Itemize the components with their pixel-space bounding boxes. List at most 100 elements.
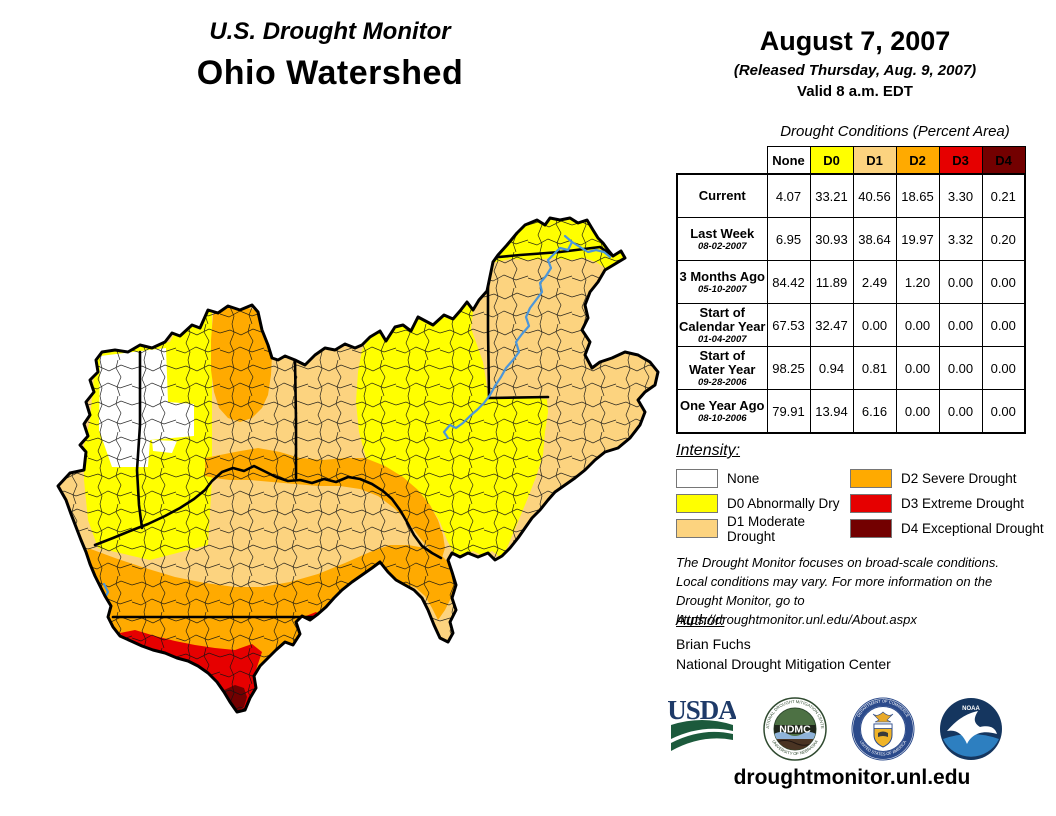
column-header-d0: D0 bbox=[809, 146, 854, 175]
row-label: Current bbox=[676, 173, 768, 218]
disclaimer-line: Drought Monitor, go to https://droughtmo… bbox=[676, 593, 917, 627]
author-heading: Author: bbox=[676, 612, 725, 629]
released-date: (Released Thursday, Aug. 9, 2007) bbox=[733, 62, 977, 79]
percent-area-value: 38.64 bbox=[852, 217, 897, 261]
legend-label: None bbox=[727, 471, 760, 486]
percent-area-value: 0.00 bbox=[981, 303, 1026, 347]
date-block: August 7, 2007 (Released Thursday, Aug. … bbox=[700, 26, 1010, 100]
percent-area-value: 30.93 bbox=[809, 217, 854, 261]
row-label: Start of Calendar Year 01-04-2007 bbox=[676, 303, 768, 347]
disclaimer-line: The Drought Monitor focuses on broad-sca… bbox=[676, 555, 1000, 570]
percent-area-value: 0.00 bbox=[938, 260, 983, 304]
legend-label: D0 Abnormally Dry bbox=[727, 496, 840, 511]
disclaimer-line: Local conditions may vary. For more info… bbox=[676, 574, 993, 589]
commerce-seal-logo: DEPARTMENT OF COMMERCE UNITED STATES OF … bbox=[851, 697, 915, 761]
percent-area-value: 67.53 bbox=[766, 303, 811, 347]
percent-area-value: 0.20 bbox=[981, 217, 1026, 261]
author-name: Brian Fuchs bbox=[676, 636, 751, 652]
percent-area-value: 18.65 bbox=[895, 173, 940, 218]
percent-area-value: 19.97 bbox=[895, 217, 940, 261]
legend-item: D2 Severe Drought bbox=[850, 466, 1050, 491]
legend-label: D3 Extreme Drought bbox=[901, 496, 1025, 511]
table-corner-cell bbox=[677, 147, 767, 175]
percent-area-value: 0.94 bbox=[809, 346, 854, 390]
watershed-outline bbox=[56, 216, 660, 714]
percent-area-value: 11.89 bbox=[809, 260, 854, 304]
column-header-d1: D1 bbox=[852, 146, 897, 175]
legend-item: D3 Extreme Drought bbox=[850, 491, 1050, 516]
row-date: 05-10-2007 bbox=[697, 283, 747, 295]
percent-area-value: 79.91 bbox=[766, 389, 811, 434]
usda-logo: USDA bbox=[668, 697, 736, 751]
table-row: Start of Calendar Year 01-04-2007 67.53 32.4… bbox=[676, 303, 1026, 347]
valid-time: Valid 8 a.m. EDT bbox=[797, 83, 913, 100]
title-block: U.S. Drought Monitor Ohio Watershed bbox=[70, 18, 590, 93]
drought-map bbox=[56, 216, 660, 714]
percent-area-value: 0.00 bbox=[938, 303, 983, 347]
percent-area-value: 1.20 bbox=[895, 260, 940, 304]
table-row: Start of Water Year 09-28-2006 98.25 0.94 0.8… bbox=[676, 346, 1026, 390]
monitor-title: U.S. Drought Monitor bbox=[209, 18, 451, 45]
table-row: Current 4.07 33.21 40.56 18.65 3.30 0.21 bbox=[676, 173, 1026, 218]
legend-swatch bbox=[850, 519, 892, 538]
table-caption: Drought Conditions (Percent Area) bbox=[780, 123, 1010, 140]
percent-area-value: 0.00 bbox=[981, 346, 1026, 390]
column-header-d2: D2 bbox=[895, 146, 940, 175]
percent-area-value: 6.16 bbox=[852, 389, 897, 434]
legend-swatch bbox=[676, 494, 718, 513]
page-title: Ohio Watershed bbox=[196, 54, 464, 92]
state-boundaries bbox=[93, 245, 615, 619]
legend-item: None bbox=[676, 466, 850, 491]
county-boundaries bbox=[58, 218, 658, 712]
row-label: One Year Ago 08-10-2006 bbox=[676, 389, 768, 434]
percent-area-value: 2.49 bbox=[852, 260, 897, 304]
legend-swatch bbox=[676, 469, 718, 488]
legend-label: D2 Severe Drought bbox=[901, 471, 1017, 486]
percent-area-value: 0.00 bbox=[981, 260, 1026, 304]
column-header-d3: D3 bbox=[938, 146, 983, 175]
percent-area-value: 0.00 bbox=[938, 389, 983, 434]
percent-area-value: 6.95 bbox=[766, 217, 811, 261]
percent-area-value: 3.32 bbox=[938, 217, 983, 261]
row-date: 08-02-2007 bbox=[697, 240, 747, 252]
legend-item: D0 Abnormally Dry bbox=[676, 491, 850, 516]
percent-area-value: 13.94 bbox=[809, 389, 854, 434]
percent-area-value: 84.42 bbox=[766, 260, 811, 304]
row-label: 3 Months Ago 05-10-2007 bbox=[676, 260, 768, 304]
ndmc-logo: NDMC NATIONAL DROUGHT MITIGATION CENTER … bbox=[763, 697, 827, 761]
legend-swatch bbox=[676, 519, 718, 538]
percent-area-value: 0.00 bbox=[895, 303, 940, 347]
percent-area-value: 0.00 bbox=[938, 346, 983, 390]
percent-area-value: 0.81 bbox=[852, 346, 897, 390]
row-label: Last Week 08-02-2007 bbox=[676, 217, 768, 261]
site-url: droughtmonitor.unl.edu bbox=[733, 766, 971, 789]
row-date: 01-04-2007 bbox=[697, 333, 747, 345]
legend-item: D4 Exceptional Drought bbox=[850, 516, 1050, 541]
intensity-legend: None D0 Abnormally Dry D1 Moderate Drought… bbox=[676, 466, 1050, 544]
column-header-d4: D4 bbox=[981, 146, 1026, 175]
legend-swatch bbox=[850, 469, 892, 488]
legend-label: D1 Moderate Drought bbox=[727, 513, 806, 544]
percent-area-value: 32.47 bbox=[809, 303, 854, 347]
legend-label: D4 Exceptional Drought bbox=[901, 521, 1044, 536]
noaa-logo: NOAA bbox=[940, 698, 1002, 760]
percent-area-value: 0.00 bbox=[895, 346, 940, 390]
percent-area-value: 33.21 bbox=[809, 173, 854, 218]
percent-area-value: 4.07 bbox=[766, 173, 811, 218]
table-row: 3 Months Ago 05-10-2007 84.42 11.89 2.49 1.20… bbox=[676, 260, 1026, 304]
percent-area-value: 40.56 bbox=[852, 173, 897, 218]
ndmc-logo-text: NDMC bbox=[779, 724, 811, 736]
percent-area-value: 0.00 bbox=[852, 303, 897, 347]
column-header-none: None bbox=[766, 146, 811, 175]
percent-area-value: 0.21 bbox=[981, 173, 1026, 218]
percent-area-value: 0.00 bbox=[895, 389, 940, 434]
percent-area-value: 0.00 bbox=[981, 389, 1026, 434]
row-label: Start of Water Year 09-28-2006 bbox=[676, 346, 768, 390]
percent-area-value: 3.30 bbox=[938, 173, 983, 218]
table-row: Last Week 08-02-2007 6.95 30.93 38.64 19.97 3.… bbox=[676, 217, 1026, 261]
legend-swatch bbox=[850, 494, 892, 513]
percent-area-value: 98.25 bbox=[766, 346, 811, 390]
noaa-logo-text: NOAA bbox=[962, 706, 980, 712]
drought-conditions-table: None D0 D1 D2 D3 D4 Current 4.07 33.21 40.56 18.6… bbox=[676, 146, 1026, 434]
